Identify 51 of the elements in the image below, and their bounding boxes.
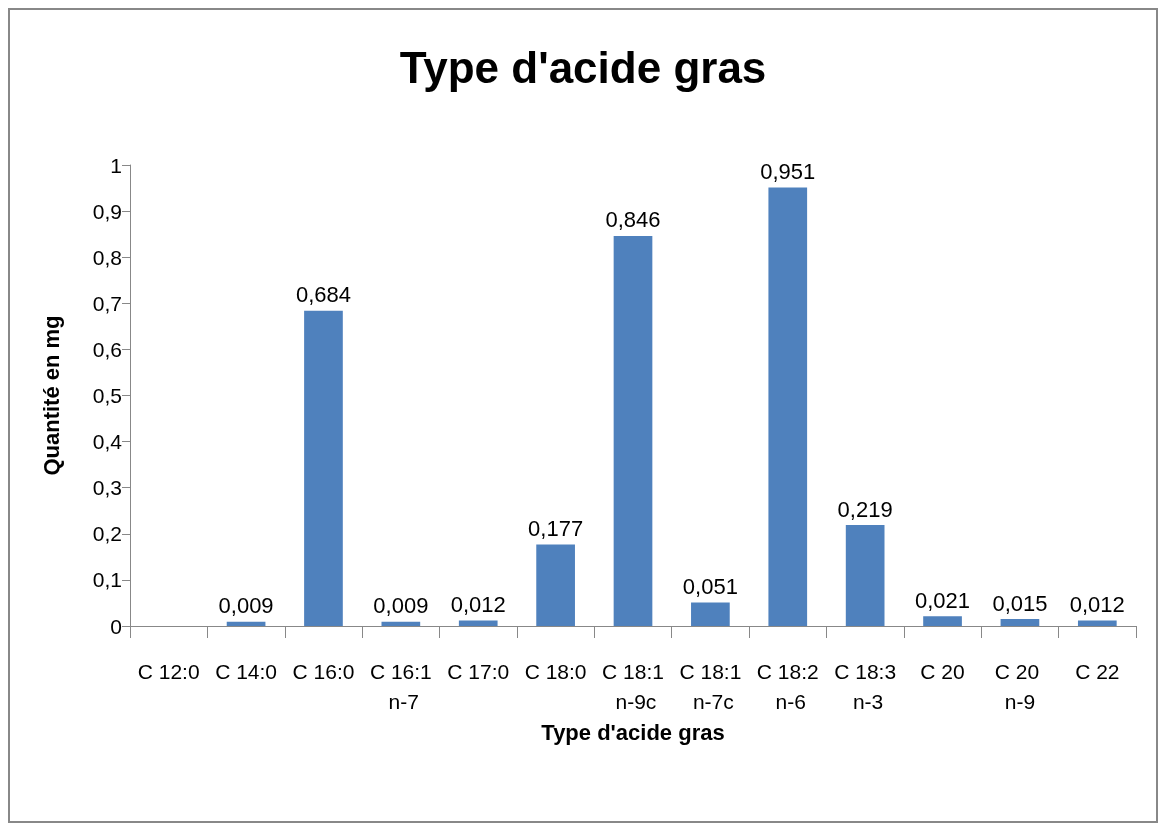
x-tick-label: C 18:0	[524, 659, 587, 683]
bar	[1000, 619, 1040, 626]
y-tick-label: 0,6	[92, 337, 122, 361]
x-tick-label: C 18:3 n-3	[834, 659, 897, 713]
y-tick-label: 0	[110, 614, 122, 638]
data-label: 0,951	[760, 159, 816, 185]
x-tick-label: C 22	[1075, 659, 1120, 683]
x-tick-label: C 16:1 n-7	[369, 659, 432, 713]
data-label: 0,051	[682, 573, 738, 599]
x-tick-label: C 20	[920, 659, 965, 683]
y-tick-label: 0,8	[92, 245, 122, 269]
data-label: 0,012	[450, 591, 506, 617]
bar	[1077, 620, 1117, 626]
x-tick-label: C 12:0	[137, 659, 200, 683]
x-tick-label: C 18:1 n-9c	[602, 659, 664, 713]
bar	[923, 616, 962, 626]
data-label: 0,021	[915, 587, 971, 613]
bar	[226, 621, 266, 626]
bar	[536, 544, 575, 626]
x-tick-label: C 16:0	[292, 659, 355, 683]
y-tick-label: 0,9	[92, 199, 122, 223]
data-label: 0,177	[528, 515, 584, 541]
bar	[304, 310, 343, 626]
bar	[845, 525, 885, 626]
y-tick-label: 0,7	[92, 291, 122, 315]
data-label: 0,015	[992, 590, 1048, 616]
bar	[458, 620, 498, 626]
y-tick-label: 0,1	[92, 568, 122, 592]
data-label: 0,009	[373, 593, 429, 619]
data-label: 0,846	[605, 207, 661, 233]
y-tick-label: 1	[110, 153, 122, 177]
bar	[768, 187, 808, 626]
chart-title: Type d'acide gras	[399, 42, 767, 92]
x-tick-label: C 18:1 n-7c	[679, 659, 742, 713]
data-label: 0,009	[218, 593, 274, 619]
x-tick-label: C 17:0	[447, 659, 510, 683]
x-tick-label: C 20 n-9	[994, 659, 1046, 713]
data-label: 0,012	[1069, 591, 1125, 617]
x-axis-title: Type d'acide gras	[541, 719, 725, 745]
y-tick-label: 0,2	[92, 522, 122, 546]
y-tick-label: 0,3	[92, 476, 122, 500]
x-tick-label: C 14:0	[215, 659, 278, 683]
bar	[381, 621, 421, 626]
y-axis-title: Quantité en mg	[38, 315, 64, 476]
x-tick-label: C 18:2 n-6	[756, 659, 819, 713]
bar	[691, 602, 730, 626]
y-tick-label: 0,4	[92, 430, 123, 454]
data-label: 0,219	[837, 496, 893, 522]
bar	[613, 235, 653, 626]
data-label: 0,684	[295, 282, 351, 308]
y-tick-label: 0,5	[92, 384, 122, 407]
